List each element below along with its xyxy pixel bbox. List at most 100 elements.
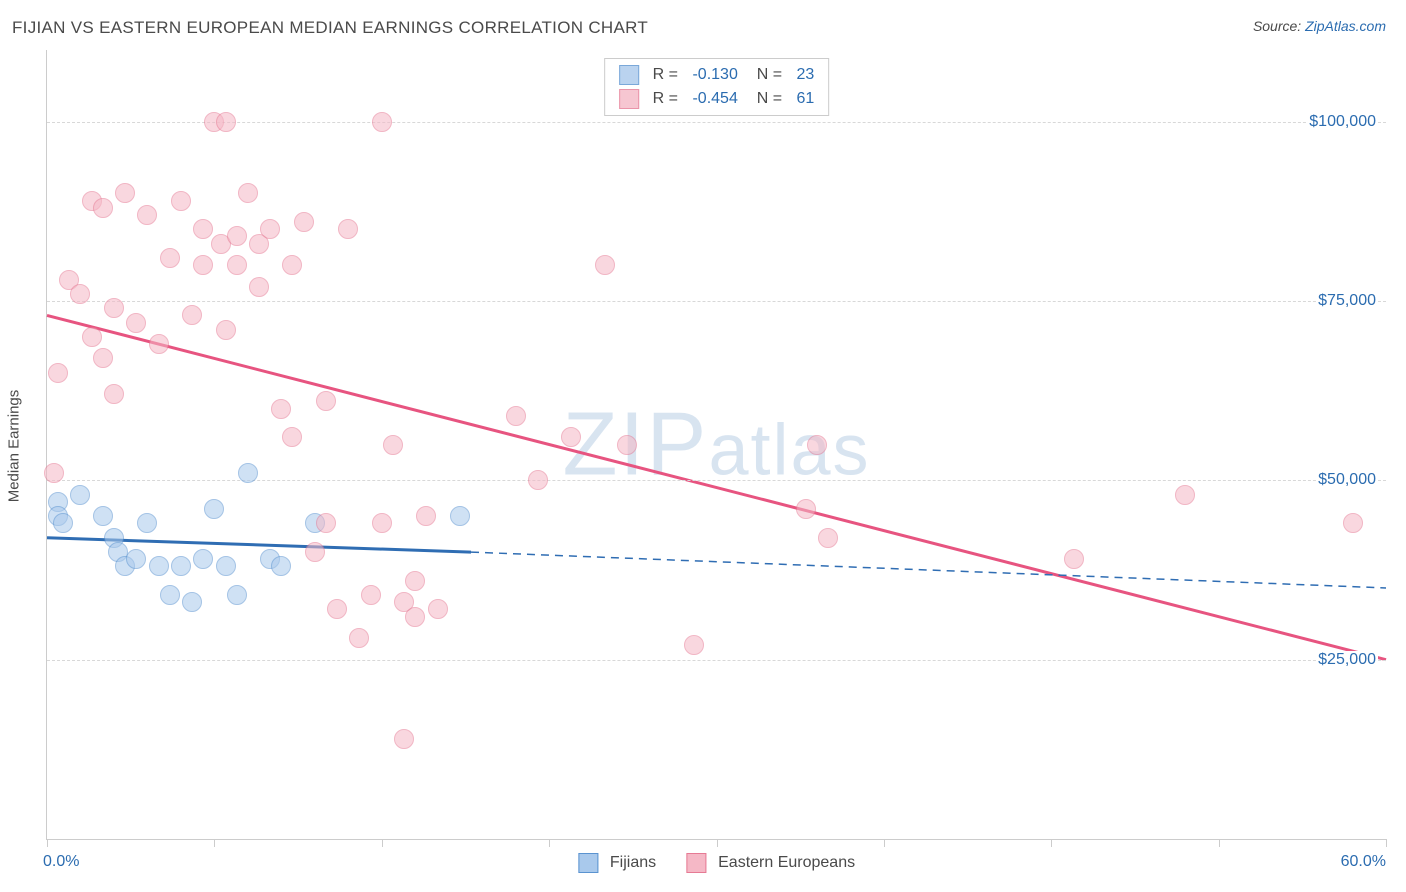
data-point [305,542,325,562]
legend-row-fijians: R = -0.130 N = 23 [619,63,815,87]
swatch-eastern-europeans [619,89,639,109]
correlation-legend: R = -0.130 N = 23 R = -0.454 N = 61 [604,58,830,116]
data-point [182,305,202,325]
x-tick [214,839,215,847]
data-point [1064,549,1084,569]
data-point [160,248,180,268]
data-point [450,506,470,526]
swatch-fijians [619,65,639,85]
data-point [160,585,180,605]
legend-item-eastern-europeans: Eastern Europeans [686,853,855,873]
data-point [394,729,414,749]
data-point [149,334,169,354]
data-point [227,226,247,246]
data-point [104,298,124,318]
data-point [104,384,124,404]
data-point [93,198,113,218]
data-point [193,255,213,275]
data-point [528,470,548,490]
gridline [47,660,1386,661]
data-point [327,599,347,619]
x-tick [47,839,48,847]
y-axis-title: Median Earnings [6,390,23,503]
data-point [818,528,838,548]
data-point [216,320,236,340]
data-point [193,219,213,239]
data-point [338,219,358,239]
data-point [227,255,247,275]
data-point [48,363,68,383]
data-point [193,549,213,569]
data-point [617,435,637,455]
data-point [137,205,157,225]
x-axis-max-label: 60.0% [1341,853,1386,871]
x-tick [1386,839,1387,847]
y-tick-label: $50,000 [1316,471,1378,489]
data-point [316,391,336,411]
data-point [405,571,425,591]
data-point [171,556,191,576]
data-point [238,183,258,203]
source-attribution: Source: ZipAtlas.com [1253,18,1386,34]
data-point [428,599,448,619]
data-point [383,435,403,455]
chart-title: FIJIAN VS EASTERN EUROPEAN MEDIAN EARNIN… [12,18,648,38]
x-tick [1219,839,1220,847]
data-point [238,463,258,483]
x-tick [717,839,718,847]
data-point [372,112,392,132]
data-point [227,585,247,605]
data-point [405,607,425,627]
data-point [1343,513,1363,533]
x-tick [884,839,885,847]
data-point [506,406,526,426]
data-point [807,435,827,455]
data-point [70,284,90,304]
data-point [171,191,191,211]
data-point [316,513,336,533]
data-point [93,348,113,368]
gridline [47,122,1386,123]
source-link[interactable]: ZipAtlas.com [1305,18,1386,34]
y-tick-label: $25,000 [1316,651,1378,669]
legend-item-fijians: Fijians [578,853,656,873]
data-point [361,585,381,605]
data-point [44,463,64,483]
data-point [182,592,202,612]
x-tick [1051,839,1052,847]
y-tick-label: $75,000 [1316,292,1378,310]
data-point [271,399,291,419]
data-point [126,549,146,569]
data-point [204,499,224,519]
x-tick [549,839,550,847]
data-point [53,513,73,533]
data-point [349,628,369,648]
data-point [249,277,269,297]
data-point [149,556,169,576]
source-label: Source: [1253,18,1305,34]
data-point [93,506,113,526]
data-point [416,506,436,526]
data-point [216,112,236,132]
series-legend: Fijians Eastern Europeans [578,853,855,873]
y-tick-label: $100,000 [1307,113,1378,131]
data-point [115,183,135,203]
data-point [282,255,302,275]
x-axis-min-label: 0.0% [43,853,79,871]
data-point [271,556,291,576]
data-point [1175,485,1195,505]
data-point [294,212,314,232]
data-point [126,313,146,333]
data-point [70,485,90,505]
data-point [137,513,157,533]
data-point [595,255,615,275]
data-point [796,499,816,519]
data-point [372,513,392,533]
data-point [282,427,302,447]
data-point [684,635,704,655]
legend-row-eastern-europeans: R = -0.454 N = 61 [619,87,815,111]
gridline [47,301,1386,302]
trend-lines [47,50,1386,839]
plot-area: ZIPatlas R = -0.130 N = 23 R = -0.454 N … [46,50,1386,840]
data-point [82,327,102,347]
